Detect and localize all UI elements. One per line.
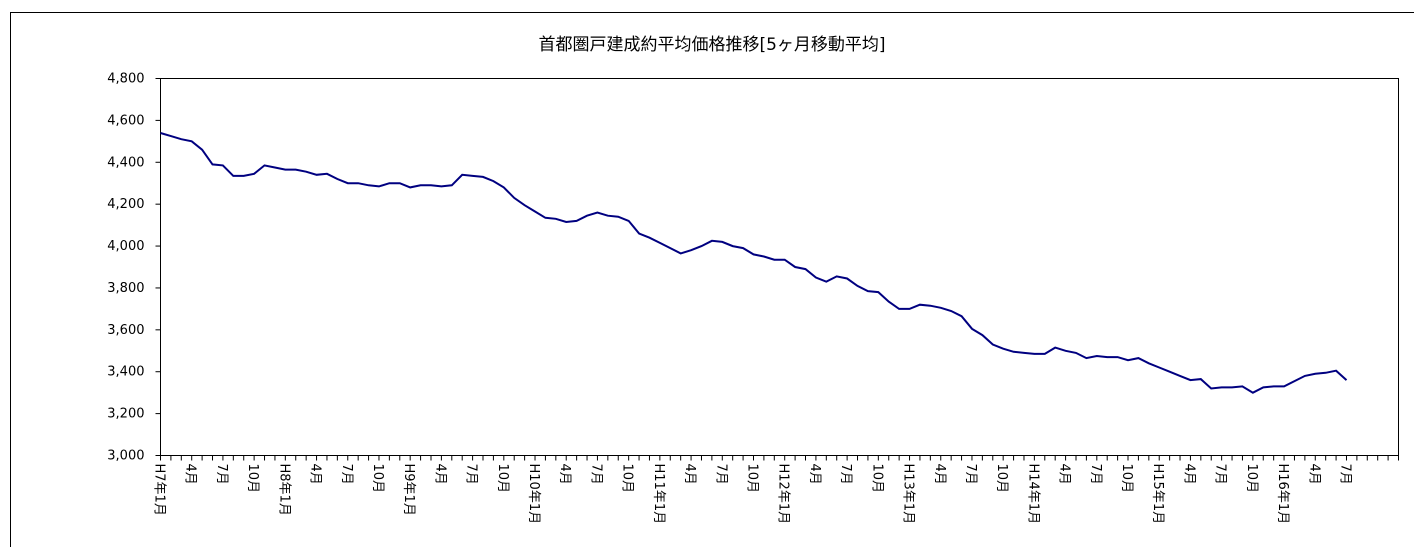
x-tick-label: H7年1月 (152, 464, 167, 516)
y-tick-label: 3,000 (107, 449, 144, 464)
x-tick-label: 7月 (838, 464, 853, 485)
y-tick-label: 4,200 (107, 197, 144, 212)
y-tick-label: 4,000 (107, 239, 144, 254)
x-tick-label: 4月 (932, 464, 947, 485)
x-tick-label: 7月 (214, 464, 229, 485)
x-tick-label: 4月 (807, 464, 822, 485)
x-tick-label: H10年1月 (526, 464, 541, 525)
x-tick-label: 7月 (1088, 464, 1103, 485)
x-tick-label: 10月 (869, 464, 884, 494)
x-tick-label: H15年1月 (1150, 464, 1165, 525)
y-tick-label: 3,600 (107, 323, 144, 338)
x-tick-label: 10月 (370, 464, 385, 494)
x-tick-label: 4月 (1306, 464, 1321, 485)
x-tick-label: H11年1月 (651, 464, 666, 525)
x-tick-label: 7月 (339, 464, 354, 485)
x-tick-label: H13年1月 (901, 464, 916, 525)
y-tick-label: 4,800 (107, 72, 144, 87)
x-tick-label: 4月 (432, 464, 447, 485)
x-tick-label: 7月 (963, 464, 978, 485)
data-line (161, 133, 1347, 393)
x-tick-label: 7月 (1337, 464, 1352, 485)
x-tick-label: 10月 (1244, 464, 1259, 494)
y-tick-label: 3,200 (107, 407, 144, 422)
x-tick-label: H16年1月 (1275, 464, 1290, 525)
x-tick-label: 7月 (588, 464, 603, 485)
x-tick-label: 10月 (1119, 464, 1134, 494)
x-tick-label: H8年1月 (276, 464, 291, 516)
y-tick-label: 3,400 (107, 365, 144, 380)
x-tick-label: 10月 (245, 464, 260, 494)
y-tick-label: 4,400 (107, 155, 144, 170)
x-tick-label: 4月 (682, 464, 697, 485)
x-tick-label: 4月 (183, 464, 198, 485)
x-tick-label: 4月 (1057, 464, 1072, 485)
x-tick-label: H14年1月 (1025, 464, 1040, 525)
x-tick-label: 10月 (495, 464, 510, 494)
x-tick-label: 7月 (464, 464, 479, 485)
x-tick-label: 10月 (744, 464, 759, 494)
x-tick-label: 4月 (1181, 464, 1196, 485)
x-tick-label: 4月 (308, 464, 323, 485)
x-tick-label: 10月 (994, 464, 1009, 494)
x-tick-label: H12年1月 (776, 464, 791, 525)
x-tick-label: H9年1月 (401, 464, 416, 516)
x-tick-label: 4月 (557, 464, 572, 485)
y-tick-label: 3,800 (107, 281, 144, 296)
x-tick-label: 7月 (713, 464, 728, 485)
x-tick-label: 10月 (620, 464, 635, 494)
y-tick-label: 4,600 (107, 113, 144, 128)
chart-title: 首都圏戸建成約平均価格推移[5ヶ月移動平均] (538, 35, 885, 55)
plot-area (161, 79, 1399, 456)
x-tick-label: 7月 (1213, 464, 1228, 485)
